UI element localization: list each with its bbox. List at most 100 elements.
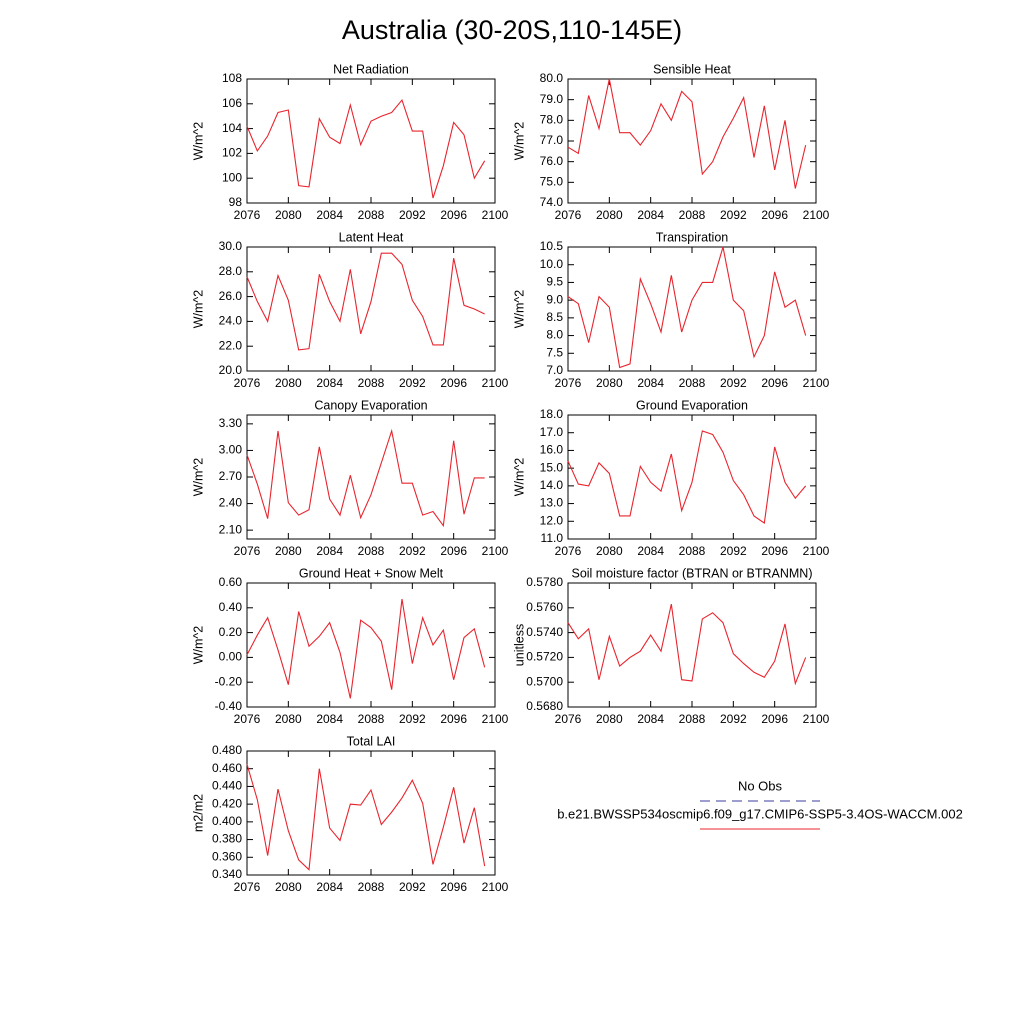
x-tick-label: 2076	[555, 544, 582, 558]
y-tick-label: 24.0	[219, 314, 243, 328]
x-tick-label: 2088	[679, 544, 706, 558]
x-tick-label: 2100	[482, 880, 509, 894]
y-tick-label: 0.5700	[526, 674, 563, 688]
data-line	[246, 252, 485, 351]
y-tick-label: 108	[222, 71, 242, 85]
x-tick-label: 2092	[399, 880, 426, 894]
x-tick-label: 2100	[482, 544, 509, 558]
x-tick-label: 2084	[316, 376, 343, 390]
data-line	[246, 764, 486, 871]
x-tick-label: 2080	[596, 712, 623, 726]
x-tick-label: 2080	[275, 544, 302, 558]
x-tick-label: 2088	[358, 208, 385, 222]
x-tick-label: 2080	[275, 376, 302, 390]
y-tick-label: 9.0	[546, 292, 563, 306]
y-tick-label: 79.0	[540, 92, 564, 106]
y-axis-label: unitless	[512, 624, 526, 666]
x-tick-label: 2100	[482, 712, 509, 726]
y-tick-label: 8.0	[546, 328, 563, 342]
data-line	[246, 599, 486, 699]
x-tick-label: 2092	[720, 712, 747, 726]
plot-frame	[246, 78, 496, 204]
y-tick-label: 0.60	[219, 575, 243, 589]
data-line	[246, 98, 486, 199]
y-tick-label: 2.40	[219, 496, 243, 510]
y-tick-label: 98	[229, 195, 243, 209]
x-tick-label: 2088	[358, 544, 385, 558]
y-tick-label: 77.0	[540, 133, 564, 147]
panel-title: Total LAI	[347, 734, 396, 748]
x-tick-label: 2096	[761, 376, 788, 390]
data-line	[567, 430, 807, 525]
plot-frame	[246, 582, 496, 708]
x-tick-label: 2076	[234, 376, 261, 390]
x-tick-label: 2092	[399, 544, 426, 558]
x-tick-label: 2092	[399, 208, 426, 222]
y-tick-label: -0.20	[215, 674, 243, 688]
y-tick-label: 2.10	[219, 522, 243, 536]
y-axis-label: W/m^2	[191, 626, 205, 665]
y-tick-label: 0.360	[212, 849, 242, 863]
data-line	[567, 246, 807, 369]
y-tick-label: 0.5720	[526, 650, 563, 664]
y-tick-label: 30.0	[219, 239, 243, 253]
y-tick-label: 78.0	[540, 113, 564, 127]
x-tick-label: 2092	[720, 208, 747, 222]
x-tick-label: 2100	[482, 208, 509, 222]
plot-frame	[567, 414, 817, 540]
y-tick-label: 28.0	[219, 264, 243, 278]
y-tick-label: 22.0	[219, 338, 243, 352]
x-tick-label: 2076	[234, 880, 261, 894]
y-tick-label: 13.0	[540, 496, 564, 510]
x-tick-label: 2076	[555, 712, 582, 726]
y-tick-label: 11.0	[541, 531, 564, 545]
y-tick-label: 0.00	[219, 650, 243, 664]
panel-title: Net Radiation	[333, 62, 409, 76]
y-tick-label: 17.0	[540, 425, 564, 439]
x-tick-label: 2096	[761, 208, 788, 222]
x-tick-label: 2088	[679, 208, 706, 222]
y-tick-label: 12.0	[540, 513, 564, 527]
x-tick-label: 2092	[720, 376, 747, 390]
y-tick-label: 16.0	[540, 443, 564, 457]
y-tick-label: 0.340	[212, 867, 242, 881]
y-tick-label: 0.400	[212, 814, 242, 828]
y-tick-label: 3.00	[219, 443, 243, 457]
y-tick-label: 7.0	[546, 363, 563, 377]
x-tick-label: 2084	[637, 376, 664, 390]
x-tick-label: 2084	[637, 712, 664, 726]
panel-title: Ground Heat + Snow Melt	[299, 566, 444, 580]
y-tick-label: 14.0	[540, 478, 564, 492]
y-tick-label: 15.0	[540, 460, 564, 474]
x-tick-label: 2080	[596, 376, 623, 390]
y-tick-label: 74.0	[540, 195, 564, 209]
x-tick-label: 2096	[440, 712, 467, 726]
y-tick-label: 100	[222, 170, 242, 184]
x-tick-label: 2100	[803, 208, 830, 222]
y-axis-label: W/m^2	[512, 290, 526, 329]
y-tick-label: 0.480	[212, 743, 242, 757]
panel-title: Ground Evaporation	[636, 398, 748, 412]
x-tick-label: 2088	[679, 712, 706, 726]
x-tick-label: 2084	[316, 880, 343, 894]
x-tick-label: 2088	[358, 712, 385, 726]
y-tick-label: 0.40	[219, 600, 243, 614]
x-tick-label: 2076	[234, 208, 261, 222]
y-tick-label: 0.440	[212, 779, 242, 793]
x-tick-label: 2088	[358, 880, 385, 894]
x-tick-label: 2092	[720, 544, 747, 558]
y-tick-label: 20.0	[219, 363, 243, 377]
x-tick-label: 2080	[275, 880, 302, 894]
figure-title: Australia (30-20S,110-145E)	[342, 15, 682, 45]
y-tick-label: 0.420	[212, 796, 242, 810]
y-tick-label: -0.40	[215, 699, 243, 713]
y-tick-label: 10.5	[540, 239, 564, 253]
x-tick-label: 2084	[316, 544, 343, 558]
y-axis-label: W/m^2	[191, 458, 205, 497]
x-tick-label: 2076	[555, 208, 582, 222]
legend-label: b.e21.BWSSP534oscmip6.f09_g17.CMIP6-SSP5…	[557, 806, 963, 821]
data-line	[246, 428, 485, 528]
y-tick-label: 80.0	[540, 71, 564, 85]
plot-frame	[567, 246, 817, 372]
x-tick-label: 2100	[482, 376, 509, 390]
